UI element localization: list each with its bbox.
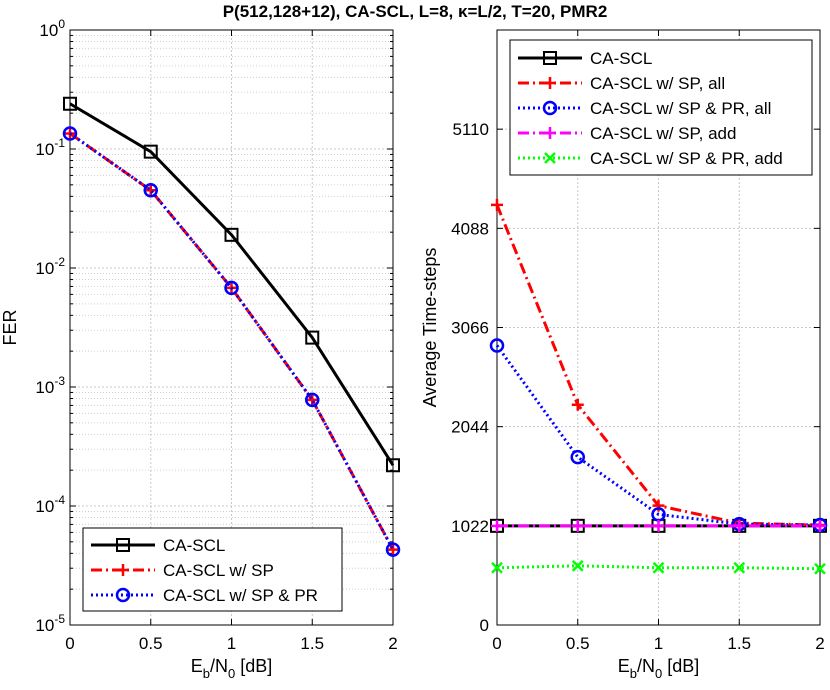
data-point [733, 519, 746, 532]
legend-marker [544, 127, 556, 139]
data-point [570, 449, 585, 465]
tick-label-x: 1.5 [727, 634, 751, 653]
fer-chart: 100 10-1 10-2 10-3 10-4 10-50 0.5 1 1.5 2 Eb/N0 [d… [0, 17, 401, 681]
series-line [495, 204, 821, 527]
axes-box [69, 29, 394, 626]
legend-box [509, 39, 813, 176]
tick-label-y: 3066 [451, 319, 489, 338]
data-point [571, 559, 584, 572]
data-point [733, 561, 746, 574]
tick-label-y: 4088 [451, 219, 489, 238]
legend-marker [544, 152, 556, 164]
tick-label-y: 10-5 [35, 612, 65, 635]
legend-marker [544, 77, 556, 89]
series-line [495, 344, 821, 527]
y-axis-label: FER [0, 309, 20, 345]
data-point [652, 561, 665, 574]
legend-label: CA-SCL w/ SP & PR, all [590, 99, 771, 118]
legend-marker [117, 564, 129, 576]
data-point [305, 330, 320, 345]
series-4 [491, 559, 826, 575]
legend-marker [116, 538, 130, 552]
legend-marker [543, 51, 557, 65]
data-point [571, 398, 584, 411]
axes-box [496, 29, 821, 626]
data-point [62, 126, 78, 141]
timesteps-chart: 0 1022 2044 3066 4088 5110 0 0.5 1 1.5 2 Eb/N0 [dB]… [420, 29, 828, 681]
series-0 [63, 96, 400, 473]
data-point [64, 127, 76, 140]
series-3 [491, 519, 826, 532]
data-point [385, 542, 401, 557]
legend-label: CA-SCL w/ SP [163, 561, 274, 580]
tick-label-y: 100 [39, 17, 65, 40]
series-1 [491, 198, 826, 532]
tick-label-x: 1 [227, 634, 236, 653]
data-point [491, 561, 503, 574]
data-point [143, 183, 158, 198]
data-point [63, 96, 77, 111]
data-point [386, 458, 400, 473]
tick-label-y: 2044 [451, 418, 489, 437]
legend-label: CA-SCL w/ SP & PR [163, 586, 318, 605]
data-point [652, 519, 665, 532]
tick-label-x: 0 [65, 634, 74, 653]
tick-label-x: 1 [654, 634, 663, 653]
tick-label-y: 1022 [451, 517, 489, 536]
legend: CA-SCL CA-SCL w/ SP CA-SCL w/ SP & PR [82, 527, 343, 612]
data-point [491, 198, 503, 211]
tick-label-y: 10-1 [35, 136, 65, 159]
data-point [387, 543, 399, 556]
tick-label-x: 2 [388, 634, 397, 653]
legend: CA-SCL CA-SCL w/ SP, all CA-SCL w/ SP & PR… [509, 39, 813, 176]
data-point [571, 519, 584, 532]
data-point [224, 227, 239, 242]
tick-label-x: 2 [815, 634, 824, 653]
data-point [305, 392, 320, 408]
x-axis-label: Eb/N0 [dB] [618, 656, 700, 681]
tick-label-y: 0 [480, 616, 489, 635]
tick-label-y: 10-2 [35, 255, 65, 278]
legend-label: CA-SCL w/ SP & PR, add [590, 149, 783, 168]
data-point [224, 280, 239, 296]
x-axis-label: Eb/N0 [dB] [191, 656, 273, 681]
legend-label: CA-SCL w/ SP, all [590, 74, 725, 93]
data-point [489, 338, 505, 353]
tick-label-y: 5110 [452, 120, 489, 139]
series-line [69, 132, 395, 551]
legend-marker [115, 587, 131, 603]
data-point [306, 393, 319, 406]
legend-label: CA-SCL w/ SP, add [590, 124, 736, 143]
tick-label-y: 10-3 [35, 374, 65, 397]
tick-label-x: 0 [492, 634, 501, 653]
y-axis-label: Average Time-steps [420, 248, 440, 408]
legend-label: CA-SCL [590, 49, 652, 68]
data-point [144, 184, 157, 197]
data-point [652, 499, 665, 512]
data-point [491, 519, 503, 532]
data-point [814, 519, 826, 532]
series-2 [62, 126, 401, 557]
tick-label-y: 10-4 [35, 493, 65, 516]
series-line [69, 102, 395, 467]
data-point [143, 144, 158, 159]
tick-label-x: 1.5 [300, 634, 324, 653]
page-title: P(512,128+12), CA-SCL, L=8, κ=L/2, T=20,… [222, 2, 608, 21]
tick-label-x: 0.5 [139, 634, 163, 653]
data-point [814, 562, 826, 575]
legend-marker [542, 100, 558, 116]
legend-label: CA-SCL [163, 536, 225, 555]
tick-label-x: 0.5 [566, 634, 590, 653]
